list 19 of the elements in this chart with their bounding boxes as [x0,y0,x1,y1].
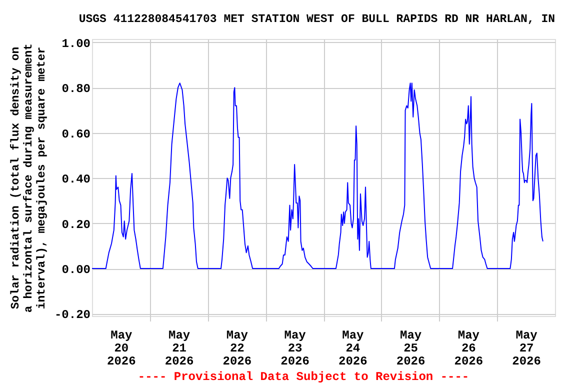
y-tick-label: 0.80 [62,82,90,96]
line-series [92,82,544,270]
y-tick-label: 0.20 [62,218,90,232]
x-tick-label: May 20 2026 [107,328,136,368]
y-tick-label: 0.40 [62,172,90,187]
x-tick-label: May 21 2026 [164,328,194,368]
text: ---- Provisional Data Subject to Revision ---- [138,370,470,384]
x-tick-label: May 25 2026 [396,328,426,368]
x-tick-label: May 23 2026 [280,328,310,368]
y-tick-label: 0.60 [62,127,90,142]
y-tick-label: 1.00 [62,36,90,51]
x-tick-label: May 22 2026 [222,328,252,368]
x-tick-label: May 26 2026 [454,328,484,368]
x-tick-label: May 27 2026 [512,328,541,368]
x-tick-label: May 24 2026 [338,328,368,368]
chart-title: USGS 411228084541703 MET STATION WEST OF BULL RAPIDS RD NR HARLAN, IN [78,12,556,26]
y-tick-label: -0.20 [54,308,90,322]
y-tick-label: 0.00 [62,263,90,278]
y-axis-title: Solar radiation (total flux density on a horizontal surface during measurement interval), megajoules per square meter [9,43,48,313]
